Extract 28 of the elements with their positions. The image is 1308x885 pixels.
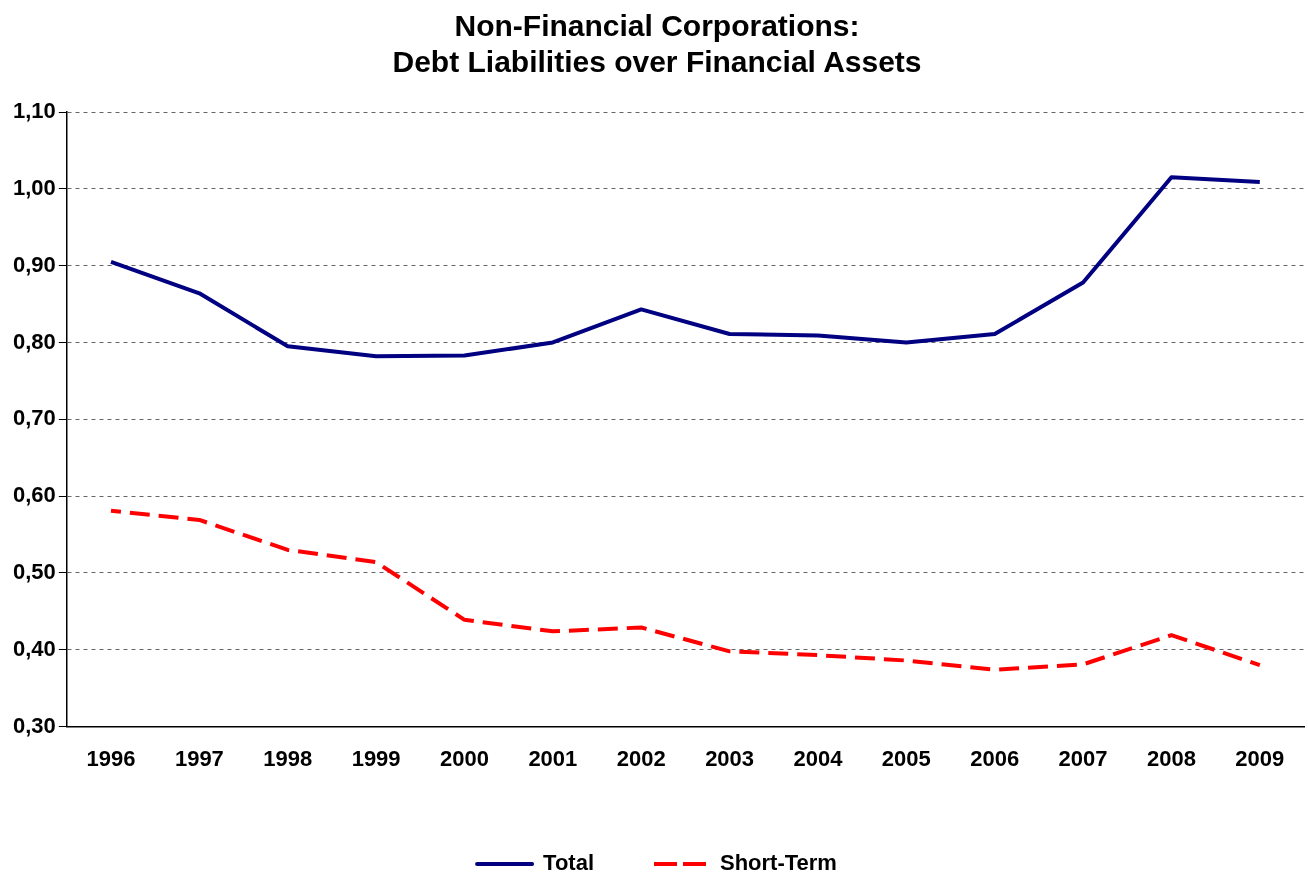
y-tick-label: 1,10 bbox=[12, 98, 56, 124]
x-tick-label: 2007 bbox=[1058, 745, 1108, 771]
x-tick-label: 2003 bbox=[705, 745, 755, 771]
x-tick-label: 2008 bbox=[1146, 745, 1196, 771]
y-tick-label: 0,70 bbox=[12, 405, 56, 431]
y-tick-label: 0,40 bbox=[12, 635, 56, 661]
x-tick-label: 2002 bbox=[616, 745, 666, 771]
y-tick-label: 0,80 bbox=[12, 328, 56, 354]
legend-label: Total bbox=[543, 850, 594, 876]
y-tick-label: 0,60 bbox=[12, 482, 56, 508]
x-tick-label: 1997 bbox=[174, 745, 224, 771]
y-tick-label: 1,00 bbox=[12, 174, 56, 200]
x-tick-label: 2004 bbox=[793, 745, 844, 771]
x-tick-label: 2001 bbox=[528, 745, 578, 771]
y-tick-label: 0,50 bbox=[12, 559, 56, 585]
y-tick-label: 0,90 bbox=[12, 251, 56, 277]
x-tick-label: 2009 bbox=[1235, 745, 1285, 771]
y-tick-label: 0,30 bbox=[12, 712, 56, 738]
x-tick-label: 2000 bbox=[440, 745, 489, 771]
line-series bbox=[109, 508, 1262, 672]
x-tick-label: 2006 bbox=[970, 745, 1020, 771]
text: Debt Liabilities over Financial Assets bbox=[392, 45, 922, 79]
x-tick-label: 1998 bbox=[263, 745, 313, 771]
text: Non-Financial Corporations: bbox=[454, 9, 860, 43]
x-tick-label: 2005 bbox=[881, 745, 931, 771]
x-tick-label: 1999 bbox=[351, 745, 401, 771]
legend-label: Short-Term bbox=[719, 850, 837, 876]
x-tick-label: 1996 bbox=[86, 745, 136, 771]
